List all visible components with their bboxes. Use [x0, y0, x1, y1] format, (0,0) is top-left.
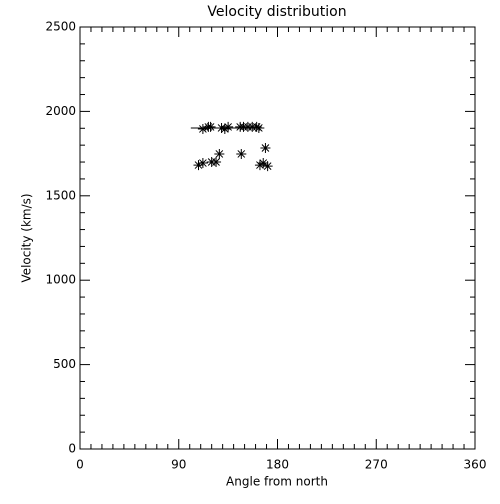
point [262, 161, 273, 172]
point [197, 123, 208, 134]
point [214, 148, 225, 159]
point [254, 160, 265, 171]
point [197, 158, 208, 169]
x-tick-label: 270 [365, 458, 388, 472]
point [236, 148, 247, 159]
point [205, 121, 216, 132]
y-tick-label: 2500 [45, 20, 76, 34]
x-tick-label: 360 [464, 458, 487, 472]
x-axis-label: Angle from north [226, 475, 328, 489]
x-tick-label: 0 [76, 458, 84, 472]
y-tick-label: 0 [68, 442, 76, 456]
y-tick-label: 1000 [45, 273, 76, 287]
x-tick-label: 180 [266, 458, 289, 472]
point [193, 160, 204, 171]
x-tick-label: 90 [171, 458, 186, 472]
point [260, 143, 271, 154]
point [211, 157, 222, 168]
y-tick-label: 500 [53, 357, 76, 371]
chart-title: Velocity distribution [207, 4, 346, 20]
y-axis-label: Velocity (km/s) [20, 193, 34, 282]
point [223, 121, 234, 132]
point [219, 123, 230, 134]
y-tick-label: 1500 [45, 188, 76, 202]
point [258, 158, 269, 169]
y-tick-label: 2000 [45, 104, 76, 118]
point [251, 121, 262, 132]
